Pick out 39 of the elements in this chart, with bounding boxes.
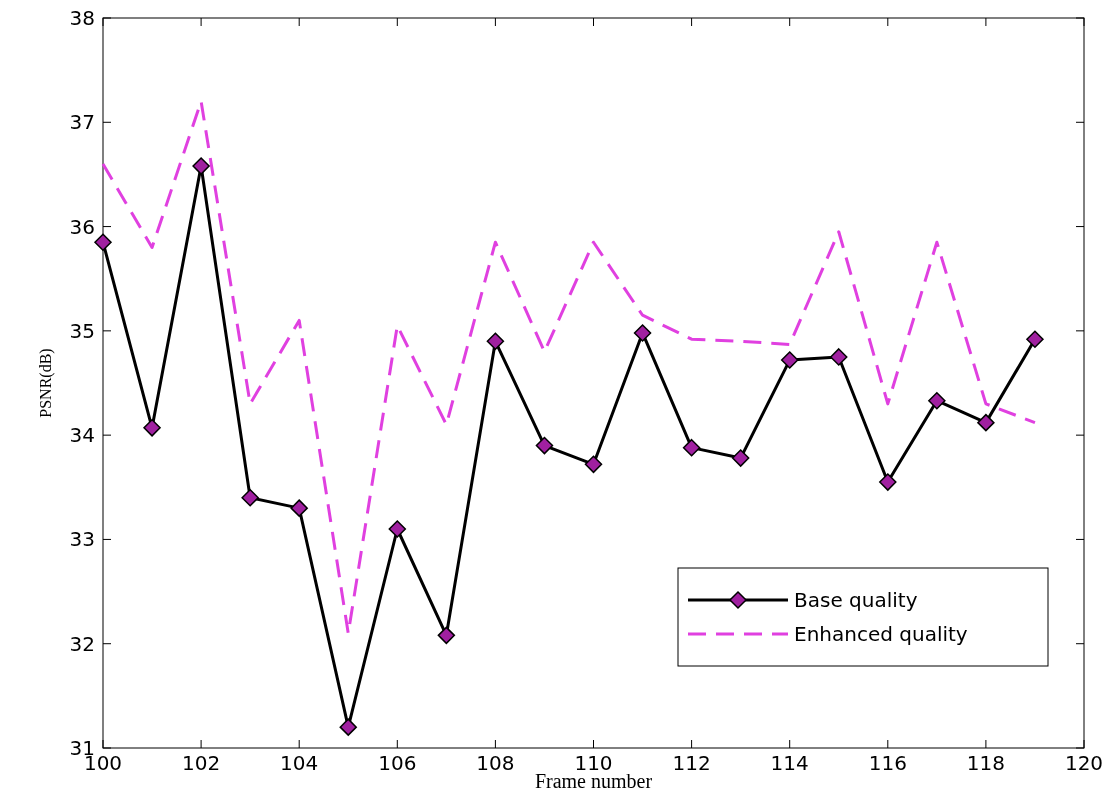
- x-tick-label: 118: [966, 751, 1005, 775]
- x-tick-label: 106: [378, 751, 417, 775]
- point: [682, 438, 701, 457]
- point: [143, 419, 161, 437]
- legend-label: Base quality: [794, 588, 918, 612]
- point: [879, 473, 897, 491]
- point: [486, 332, 505, 351]
- point: [830, 348, 848, 366]
- point: [535, 436, 554, 455]
- x-tick-label: 104: [280, 751, 319, 775]
- point: [339, 718, 357, 736]
- point: [633, 324, 652, 342]
- y-tick-label: 36: [69, 214, 95, 239]
- y-tick-label: 33: [69, 527, 95, 552]
- point: [94, 233, 112, 251]
- point: [388, 520, 407, 538]
- legend-label: Enhanced quality: [794, 622, 968, 646]
- point: [928, 391, 946, 410]
- point: [1026, 330, 1044, 348]
- x-tick-label: 120: [1064, 751, 1104, 775]
- x-tick-label: 114: [770, 751, 809, 775]
- y-tick-label: 32: [69, 631, 95, 656]
- x-tick-label: 116: [868, 751, 907, 775]
- point: [241, 488, 259, 507]
- y-tick-label: 34: [69, 423, 95, 448]
- point: [192, 157, 210, 175]
- x-tick-label: 108: [476, 751, 515, 775]
- point: [977, 413, 995, 432]
- point: [731, 449, 750, 467]
- y-axis-title: PSNR(dB): [37, 348, 55, 418]
- y-tick-label: 35: [69, 318, 95, 343]
- x-tick-label: 112: [672, 751, 711, 775]
- x-tick-label: 102: [182, 751, 221, 775]
- point: [584, 455, 603, 474]
- y-tick-label: 38: [69, 6, 95, 30]
- point: [437, 626, 456, 645]
- point: [780, 351, 799, 369]
- point: [290, 499, 308, 517]
- y-tick-label: 37: [69, 110, 95, 135]
